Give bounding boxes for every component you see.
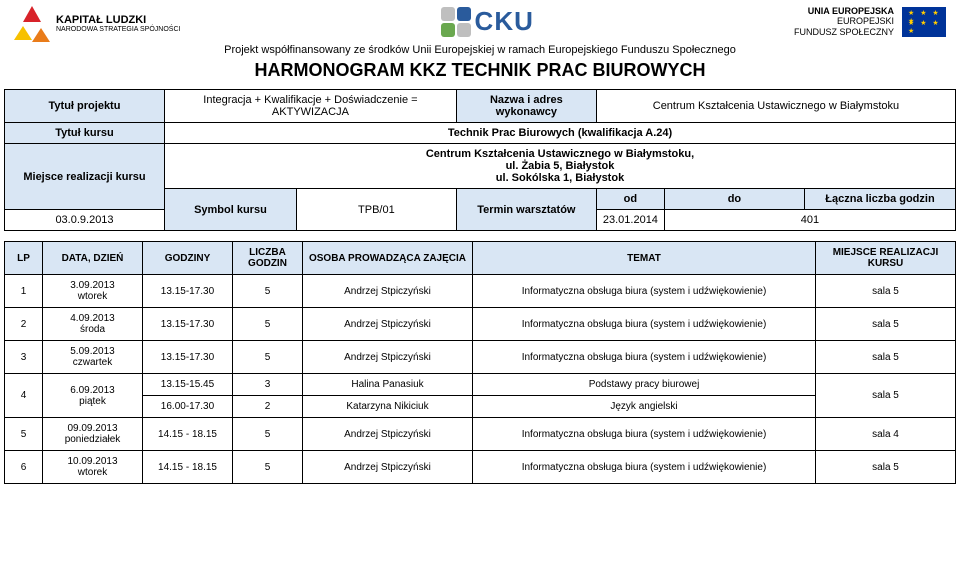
cku-text: CKU <box>475 6 534 37</box>
table-cell: Informatyczna obsługa biura (system i ud… <box>473 341 816 374</box>
table-cell: 5 <box>233 418 303 451</box>
table-cell: 1 <box>5 275 43 308</box>
label-executor: Nazwa i adres wykonawcy <box>456 90 596 123</box>
table-row: 13.09.2013wtorek13.15-17.305Andrzej Stpi… <box>5 275 956 308</box>
table-cell: 13.15-15.45 <box>143 374 233 396</box>
table-cell: 14.15 - 18.15 <box>143 451 233 484</box>
col-hours: GODZINY <box>143 242 233 275</box>
label-from: od <box>596 189 664 210</box>
table-cell: Informatyczna obsługa biura (system i ud… <box>473 418 816 451</box>
kl-title: KAPITAŁ LUDZKI <box>56 14 180 27</box>
eu-line2: EUROPEJSKI <box>794 16 894 26</box>
table-cell: 2 <box>233 396 303 418</box>
schedule-table: LP DATA, DZIEŃ GODZINY LICZBA GODZIN OSO… <box>4 241 956 484</box>
value-project: Integracja + Kwalifikacje + Doświadczeni… <box>165 90 457 123</box>
table-cell: Andrzej Stpiczyński <box>303 451 473 484</box>
value-from: 03.0.9.2013 <box>5 210 165 231</box>
table-cell: sala 4 <box>816 418 956 451</box>
table-cell: 3 <box>5 341 43 374</box>
table-row: 24.09.2013środa13.15-17.305Andrzej Stpic… <box>5 308 956 341</box>
table-cell: 5 <box>233 308 303 341</box>
table-cell: 10.09.2013wtorek <box>43 451 143 484</box>
value-symbol: TPB/01 <box>296 189 456 231</box>
value-executor: Centrum Kształcenia Ustawicznego w Biały… <box>596 90 955 123</box>
table-cell: sala 5 <box>816 341 956 374</box>
table-cell: 13.15-17.30 <box>143 341 233 374</box>
place-line2: ul. Żabia 5, Białystok <box>171 160 949 172</box>
logo-eu: UNIA EUROPEJSKA EUROPEJSKI FUNDUSZ SPOŁE… <box>794 6 946 37</box>
header-logos: KAPITAŁ LUDZKI NARODOWA STRATEGIA SPÓJNO… <box>0 0 960 42</box>
table-cell: 13.15-17.30 <box>143 308 233 341</box>
table-cell: 5 <box>233 275 303 308</box>
table-row: 16.00-17.302Katarzyna NikiciukJęzyk angi… <box>5 396 956 418</box>
eu-line1: UNIA EUROPEJSKA <box>794 6 894 16</box>
col-place: MIEJSCE REALIZACJI KURSU <box>816 242 956 275</box>
funding-subtitle: Projekt współfinansowany ze środków Unii… <box>0 44 960 56</box>
table-row: 35.09.2013czwartek13.15-17.305Andrzej St… <box>5 341 956 374</box>
eu-flag-icon <box>902 7 946 37</box>
table-cell: 5.09.2013czwartek <box>43 341 143 374</box>
page-title: HARMONOGRAM KKZ TECHNIK PRAC BIUROWYCH <box>0 60 960 81</box>
table-cell: 09.09.2013poniedziałek <box>43 418 143 451</box>
label-term: Termin warsztatów <box>456 189 596 231</box>
table-cell: 3 <box>233 374 303 396</box>
table-cell: Andrzej Stpiczyński <box>303 418 473 451</box>
table-cell: 4.09.2013środa <box>43 308 143 341</box>
col-count: LICZBA GODZIN <box>233 242 303 275</box>
table-cell: Andrzej Stpiczyński <box>303 308 473 341</box>
project-info-table: Tytuł projektu Integracja + Kwalifikacje… <box>4 89 956 231</box>
table-cell: sala 5 <box>816 451 956 484</box>
kl-subtitle: NARODOWA STRATEGIA SPÓJNOŚCI <box>56 26 180 34</box>
table-row: 46.09.2013piątek13.15-15.453Halina Panas… <box>5 374 956 396</box>
table-cell: Podstawy pracy biurowej <box>473 374 816 396</box>
col-lp: LP <box>5 242 43 275</box>
table-cell: 5 <box>5 418 43 451</box>
table-cell: Andrzej Stpiczyński <box>303 275 473 308</box>
label-hours: Łączna liczba godzin <box>804 189 955 210</box>
table-cell: 13.15-17.30 <box>143 275 233 308</box>
table-cell: 6 <box>5 451 43 484</box>
col-date: DATA, DZIEŃ <box>43 242 143 275</box>
col-topic: TEMAT <box>473 242 816 275</box>
table-cell: 5 <box>233 341 303 374</box>
table-cell: 14.15 - 18.15 <box>143 418 233 451</box>
place-line3: ul. Sokólska 1, Białystok <box>171 172 949 184</box>
label-course: Tytuł kursu <box>5 123 165 144</box>
table-cell: 3.09.2013wtorek <box>43 275 143 308</box>
logo-kapital-ludzki: KAPITAŁ LUDZKI NARODOWA STRATEGIA SPÓJNO… <box>14 6 180 42</box>
table-cell: 2 <box>5 308 43 341</box>
label-place: Miejsce realizacji kursu <box>5 144 165 210</box>
table-row: 610.09.2013wtorek14.15 - 18.155Andrzej S… <box>5 451 956 484</box>
table-cell: 6.09.2013piątek <box>43 374 143 418</box>
label-project: Tytuł projektu <box>5 90 165 123</box>
kl-mark-icon <box>14 6 50 42</box>
table-cell: Andrzej Stpiczyński <box>303 341 473 374</box>
value-place: Centrum Kształcenia Ustawicznego w Biały… <box>165 144 956 189</box>
value-to: 23.01.2014 <box>596 210 664 231</box>
table-cell: Halina Panasiuk <box>303 374 473 396</box>
cku-tiles-icon <box>441 7 471 37</box>
label-to: do <box>664 189 804 210</box>
place-line1: Centrum Kształcenia Ustawicznego w Biały… <box>171 148 949 160</box>
col-person: OSOBA PROWADZĄCA ZAJĘCIA <box>303 242 473 275</box>
table-cell: 5 <box>233 451 303 484</box>
table-cell: Informatyczna obsługa biura (system i ud… <box>473 308 816 341</box>
table-cell: Informatyczna obsługa biura (system i ud… <box>473 275 816 308</box>
table-cell: sala 5 <box>816 374 956 418</box>
table-cell: 16.00-17.30 <box>143 396 233 418</box>
logo-cku: CKU <box>441 6 534 37</box>
value-hours: 401 <box>664 210 955 231</box>
table-cell: 4 <box>5 374 43 418</box>
table-row: 509.09.2013poniedziałek14.15 - 18.155And… <box>5 418 956 451</box>
label-symbol: Symbol kursu <box>165 189 297 231</box>
table-cell: Język angielski <box>473 396 816 418</box>
eu-line3: FUNDUSZ SPOŁECZNY <box>794 27 894 37</box>
table-cell: Katarzyna Nikiciuk <box>303 396 473 418</box>
table-cell: sala 5 <box>816 275 956 308</box>
value-course: Technik Prac Biurowych (kwalifikacja A.2… <box>165 123 956 144</box>
table-cell: sala 5 <box>816 308 956 341</box>
table-cell: Informatyczna obsługa biura (system i ud… <box>473 451 816 484</box>
